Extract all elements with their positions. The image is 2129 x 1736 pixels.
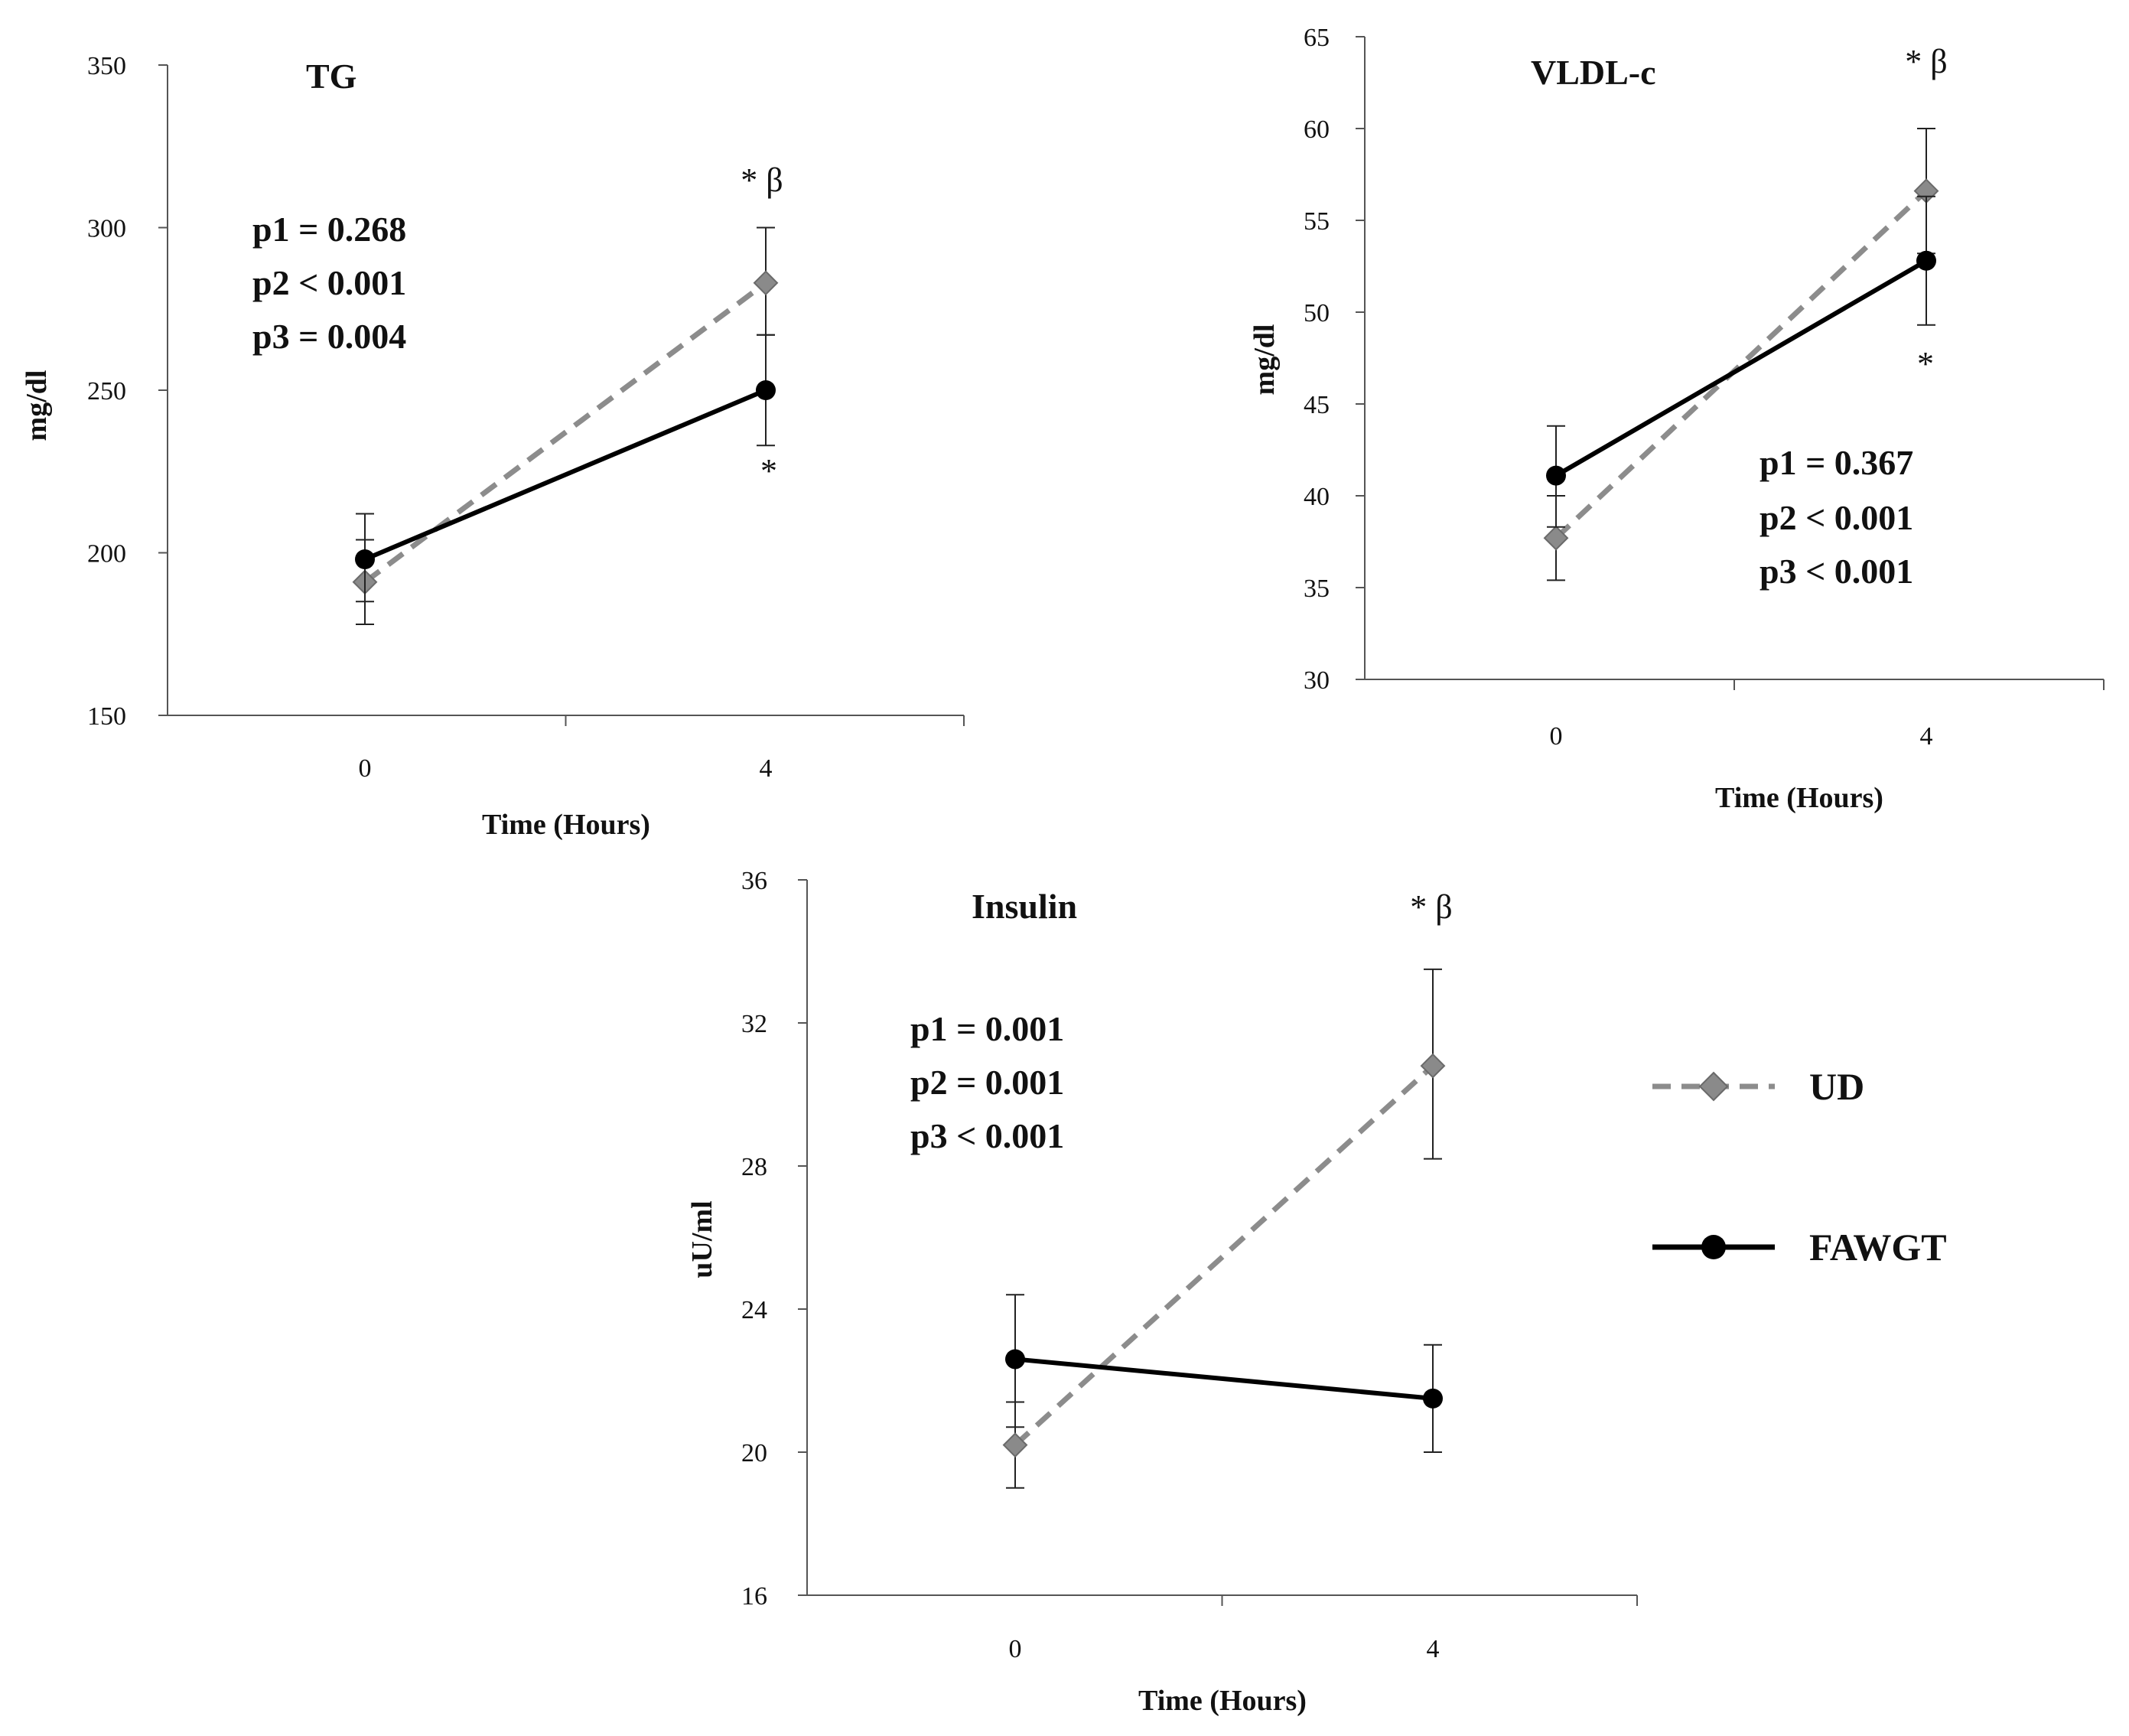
data-point-fawgt — [355, 549, 375, 569]
data-point-ud — [1002, 1432, 1028, 1458]
x-axis-title: Time (Hours) — [1715, 782, 1883, 814]
y-tick-label: 28 — [741, 1153, 767, 1181]
y-tick-label: 200 — [87, 540, 126, 568]
p-value: p2 = 0.001 — [910, 1063, 1064, 1102]
data-point-fawgt — [1423, 1388, 1443, 1409]
y-tick-label: 36 — [741, 867, 767, 895]
chart-vldl: 30 35 40 45 50 55 60 65 0 4 Time (Hours) mg/dl VLDL-… — [1248, 24, 2105, 814]
x-tick-label: 4 — [1427, 1635, 1440, 1663]
y-tick-label: 150 — [87, 702, 126, 731]
y-tick-label: 65 — [1304, 24, 1330, 52]
p-value: p1 = 0.268 — [252, 210, 406, 249]
p-value: p2 < 0.001 — [252, 263, 406, 302]
y-axis-title: mg/dl — [1248, 324, 1281, 396]
data-point-ud — [1420, 1053, 1446, 1079]
x-tick-label: 4 — [760, 754, 773, 783]
x-tick-label: 0 — [359, 754, 372, 783]
data-point-ud — [1543, 525, 1569, 551]
significance-label: * — [1917, 345, 1934, 383]
y-tick-label: 60 — [1304, 116, 1330, 144]
data-point-fawgt — [756, 380, 776, 400]
series-line-ud — [363, 280, 768, 585]
legend: UD FAWGT — [1652, 1065, 1947, 1269]
data-point-ud — [753, 270, 779, 296]
x-tick-label: 0 — [1009, 1635, 1022, 1663]
significance-label: * β — [741, 161, 783, 199]
y-tick-label: 50 — [1304, 299, 1330, 327]
p-value: p1 = 0.367 — [1760, 443, 1913, 482]
y-tick-label: 40 — [1304, 483, 1330, 511]
panel-title: TG — [306, 57, 356, 96]
y-tick-label: 250 — [87, 377, 126, 406]
legend-marker-fawgt — [1701, 1235, 1726, 1259]
p-value: p3 < 0.001 — [1760, 552, 1913, 591]
x-tick-label: 4 — [1920, 722, 1933, 751]
x-axis-title: Time (Hours) — [1138, 1685, 1307, 1717]
y-tick-label: 55 — [1304, 207, 1330, 236]
p-value: p3 = 0.004 — [252, 317, 406, 356]
y-tick-label: 45 — [1304, 391, 1330, 419]
significance-label: * β — [1410, 888, 1452, 926]
series-line-ud — [1554, 189, 1929, 540]
x-axis-title: Time (Hours) — [482, 809, 650, 841]
y-axis-title: uU/ml — [686, 1200, 718, 1278]
data-point-fawgt — [1005, 1349, 1025, 1370]
chart-insulin: 16 20 24 28 32 36 0 4 Time (Hours) uU/ml Insulin * … — [686, 867, 1638, 1717]
series-line-fawgt — [1014, 1357, 1434, 1401]
chart-tg: 150 200 250 300 350 0 4 Time (Hours) mg/dl TG * β *… — [21, 52, 965, 841]
data-point-fawgt — [1546, 465, 1566, 486]
y-tick-label: 35 — [1304, 575, 1330, 603]
y-tick-label: 30 — [1304, 666, 1330, 695]
y-axis-title: mg/dl — [21, 370, 53, 441]
y-tick-label: 20 — [741, 1439, 767, 1467]
p-value: p3 < 0.001 — [910, 1116, 1064, 1155]
data-point-fawgt — [1916, 250, 1936, 271]
p-value: p2 < 0.001 — [1760, 498, 1913, 537]
y-tick-label: 350 — [87, 52, 126, 80]
series-line-fawgt — [1554, 259, 1928, 478]
significance-label: * — [760, 452, 777, 490]
y-tick-label: 16 — [741, 1582, 767, 1611]
legend-label: FAWGT — [1809, 1226, 1947, 1269]
y-tick-label: 32 — [741, 1010, 767, 1038]
legend-label: UD — [1809, 1065, 1864, 1108]
panel-title: Insulin — [972, 887, 1077, 926]
y-tick-label: 24 — [741, 1296, 767, 1324]
legend-marker-ud — [1698, 1071, 1729, 1102]
x-tick-label: 0 — [1550, 722, 1563, 751]
significance-label: * β — [1905, 43, 1947, 80]
series-line-fawgt — [363, 388, 767, 562]
series-line-ud — [1013, 1063, 1435, 1448]
y-tick-label: 300 — [87, 215, 126, 243]
p-value: p1 = 0.001 — [910, 1009, 1064, 1048]
panel-title: VLDL-c — [1531, 53, 1656, 92]
